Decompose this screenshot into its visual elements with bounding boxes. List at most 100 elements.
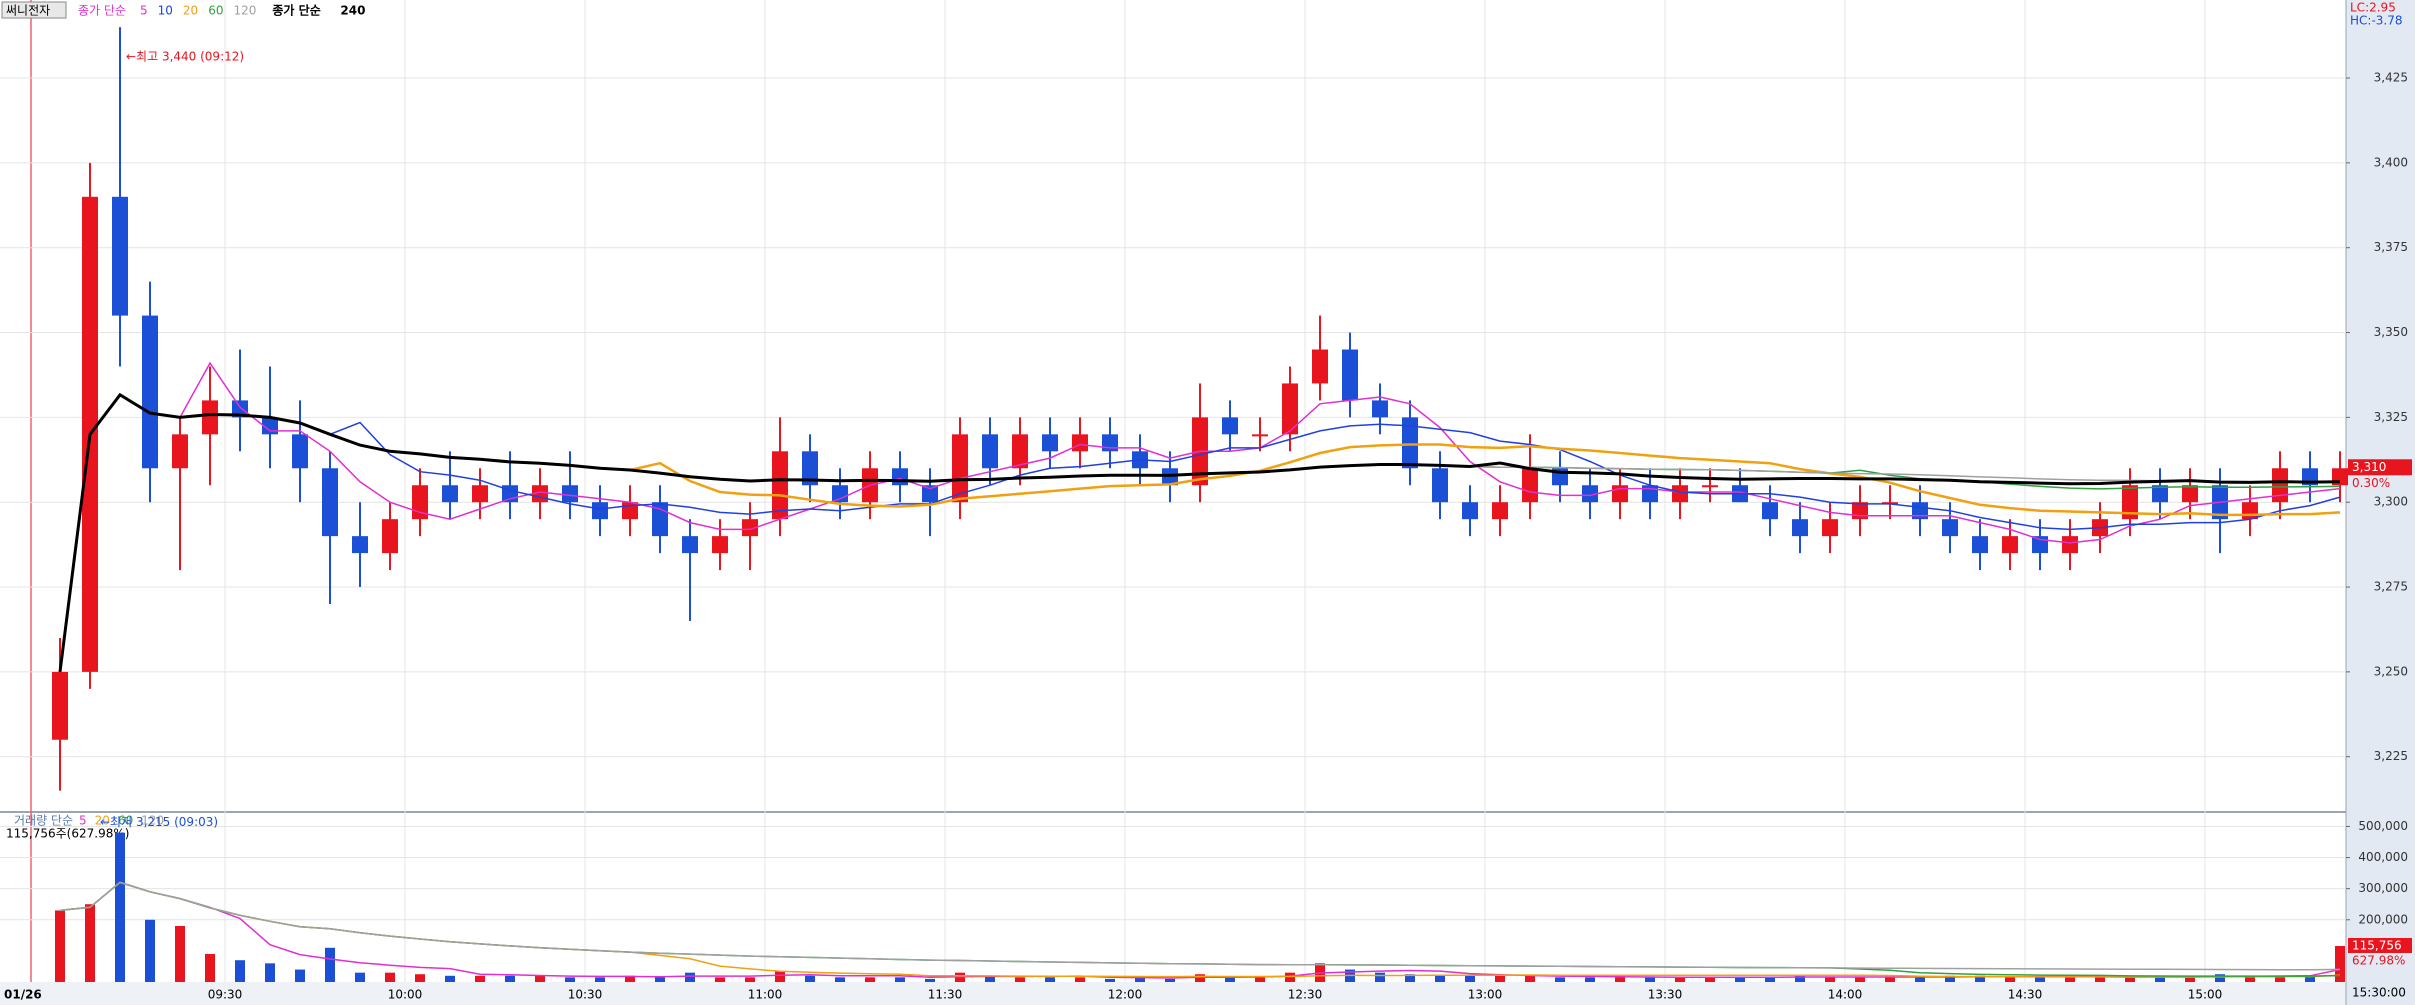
candle-body (2032, 536, 2048, 554)
chart-title: 써니전자 (6, 4, 50, 18)
volume-bar (1765, 977, 1775, 982)
candle-body (1672, 485, 1688, 503)
volume-bar (2065, 975, 2075, 982)
candle-body (382, 519, 398, 554)
volume-bar (835, 977, 845, 982)
y-tick-label: 3,300 (2374, 495, 2408, 509)
candle-body (952, 434, 968, 503)
volume-bar (1915, 977, 1925, 982)
y-tick-label: 3,275 (2374, 580, 2408, 594)
x-axis-strip (0, 982, 2346, 1005)
x-tick-label: 09:30 (208, 988, 243, 1002)
legend-entry: 10 (158, 4, 173, 18)
volume-bar (1495, 975, 1505, 982)
volume-bar (325, 947, 335, 982)
volume-bar (1795, 975, 1805, 982)
volume-bar (2275, 975, 2285, 982)
candle-body (1702, 485, 1718, 488)
volume-moving-average (59, 881, 2341, 971)
candle-body (922, 485, 938, 503)
moving-average (59, 393, 2341, 672)
volume-bar (1165, 978, 1175, 982)
candle-body (892, 468, 908, 486)
volume-bar (625, 975, 635, 982)
candle-body (352, 536, 368, 554)
candle-body (1972, 536, 1988, 554)
volume-marker-label: 115,756 (2352, 938, 2402, 952)
y-tick-label: 3,350 (2374, 325, 2408, 339)
candle-body (1582, 485, 1598, 503)
candle-body (562, 485, 578, 503)
volume-bar (895, 977, 905, 982)
candle-body (322, 468, 338, 537)
candle-body (142, 315, 158, 469)
volume-bar (1675, 977, 1685, 982)
candle-body (1252, 434, 1268, 437)
volume-bar (1285, 972, 1295, 982)
volume-bar (2035, 977, 2045, 982)
volume-bar (205, 954, 215, 982)
candle-body (52, 671, 68, 740)
volume-bar (745, 977, 755, 982)
volume-bar (1435, 975, 1445, 982)
y-tick-label: 300,000 (2358, 881, 2408, 895)
volume-bar (1375, 972, 1385, 982)
legend-label: 거래량 단순 (14, 814, 73, 828)
volume-bar (1885, 977, 1895, 982)
volume-bar (1045, 977, 1055, 982)
candle-body (2062, 536, 2078, 554)
volume-bar (1975, 975, 1985, 982)
volume-bar (2245, 975, 2255, 982)
candle-body (292, 434, 308, 469)
candle-body (682, 536, 698, 554)
volume-bar (265, 963, 275, 982)
axis-panel (2346, 0, 2415, 1005)
x-tick-label: 12:00 (1108, 988, 1143, 1002)
volume-ratio-label: 627.98% (2352, 953, 2405, 967)
y-tick-label: 500,000 (2358, 819, 2408, 833)
volume-summary: 115,756주(627.98%) (6, 827, 129, 841)
volume-bar (2125, 977, 2135, 982)
low-note: ←최저 3,215 (09:03) (100, 815, 218, 829)
volume-bar (175, 926, 185, 982)
x-tick-label: 11:00 (748, 988, 783, 1002)
candle-body (1072, 434, 1088, 452)
price-marker-label: 3,310 (2352, 460, 2386, 474)
volume-bar (1465, 975, 1475, 982)
candle-body (1312, 349, 1328, 384)
title-box (1, 1, 67, 19)
volume-bar (985, 975, 995, 982)
candle-body (202, 400, 218, 435)
y-tick-label: 200,000 (2358, 912, 2408, 926)
volume-bar (1645, 977, 1655, 982)
y-tick-label: 3,375 (2374, 240, 2408, 254)
volume-bar (2155, 977, 2165, 982)
x-tick-label: 14:30 (2008, 988, 2043, 1002)
candle-body (1912, 502, 1928, 520)
x-tick-label: 12:30 (1288, 988, 1323, 1002)
volume-bar (1015, 977, 1025, 982)
volume-bar (1615, 977, 1625, 982)
volume-bar (1585, 977, 1595, 982)
candle-body (1042, 434, 1058, 452)
volume-bar (415, 974, 425, 982)
candle-body (1402, 417, 1418, 469)
change-label: 0.30% (2352, 476, 2390, 490)
volume-bar (475, 975, 485, 982)
candle-body (2152, 485, 2168, 503)
volume-bar (1405, 974, 1415, 982)
volume-bar (2215, 974, 2225, 982)
end-time: 15:30:00 (2352, 986, 2406, 1000)
candle-body (742, 519, 758, 537)
volume-bar (1195, 974, 1205, 982)
volume-bar (145, 919, 155, 982)
candle-body (2122, 485, 2138, 520)
legend-entry: 60 (118, 814, 133, 828)
candle-body (112, 196, 128, 316)
legend-entry: 5 (79, 814, 87, 828)
x-tick-label: 15:00 (2188, 988, 2223, 1002)
legend-label: 종가 단순 (78, 4, 126, 18)
volume-bar (115, 832, 125, 982)
